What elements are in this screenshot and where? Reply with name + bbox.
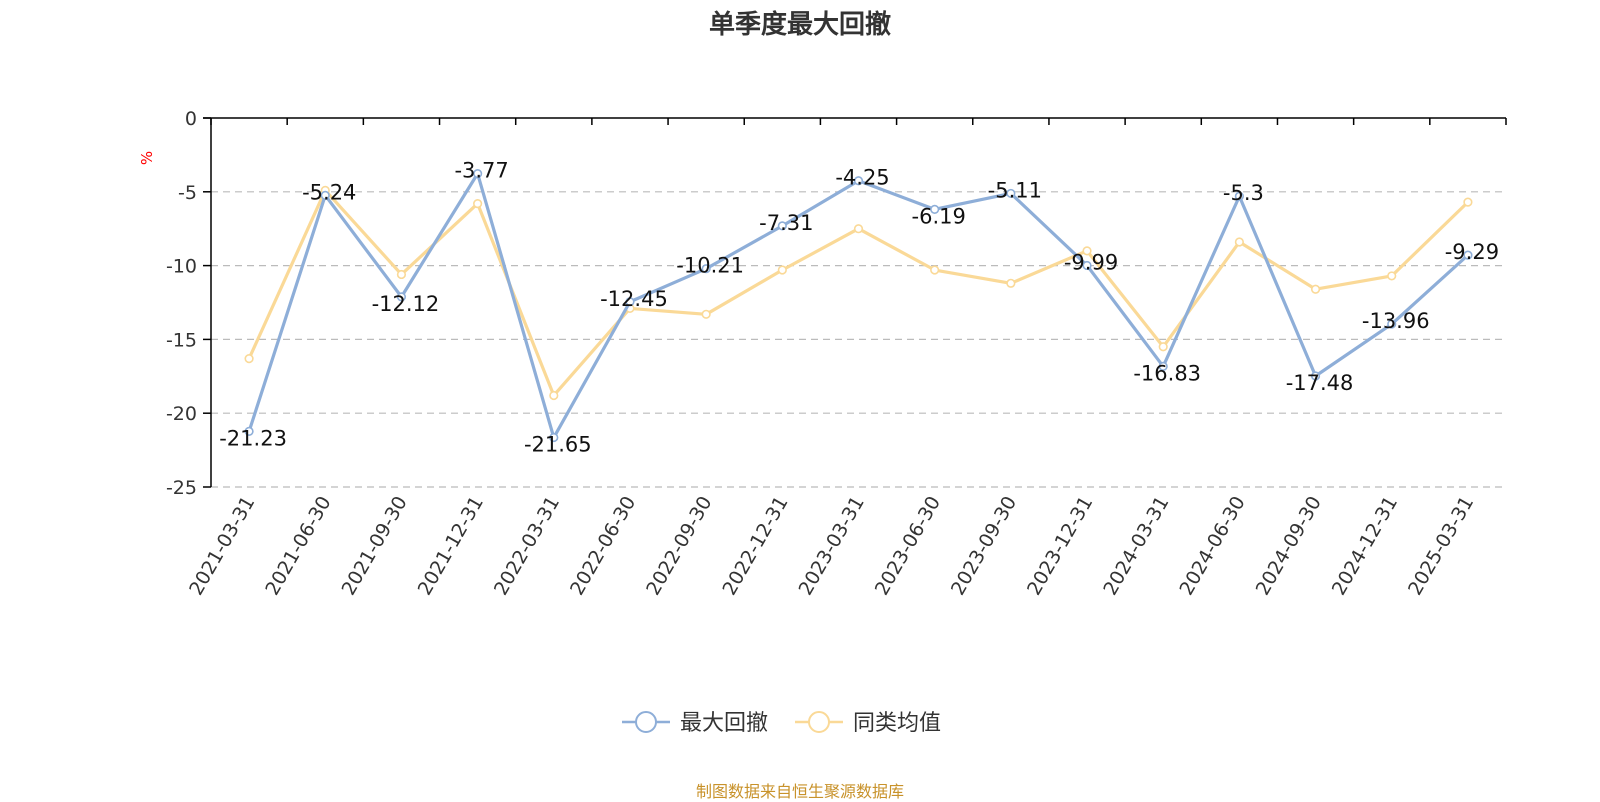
x-tick-label: 2022-12-31 — [718, 493, 792, 600]
data-label: -13.96 — [1362, 309, 1430, 333]
x-tick-label: 2022-06-30 — [566, 493, 640, 600]
data-point — [625, 297, 635, 307]
data-point — [549, 432, 559, 443]
data-point — [1006, 278, 1016, 288]
data-label: -12.12 — [372, 292, 440, 316]
chart-title: 单季度最大回撤 — [708, 10, 891, 40]
data-labels: -21.23 -5.24 -12.12 -3.77 -21.65 -12.45 -10.21… — [219, 159, 1499, 457]
data-point — [1387, 319, 1397, 329]
data-point — [549, 390, 559, 401]
data-point — [1082, 260, 1092, 271]
data-label: -4.25 — [835, 166, 889, 190]
x-tick-label: 2023-12-31 — [1023, 493, 1097, 600]
data-point — [1158, 342, 1168, 352]
data-label: -21.23 — [219, 426, 287, 450]
data-label: -17.48 — [1286, 371, 1354, 395]
x-tick-label: 2024-09-30 — [1252, 493, 1326, 600]
y-axis-label: % — [138, 151, 156, 165]
legend-item-1[interactable]: 最大回撤 — [622, 711, 768, 736]
y-tick-label: -5 — [178, 182, 197, 204]
data-label: -21.65 — [524, 433, 592, 457]
data-point — [1158, 361, 1168, 372]
grid-lines — [211, 191, 1506, 488]
data-label: -5.24 — [302, 180, 356, 204]
data-point — [1234, 191, 1244, 201]
x-tick-label: 2024-03-31 — [1099, 493, 1173, 600]
x-tick-label: 2024-06-30 — [1175, 493, 1249, 600]
legend-marker — [635, 711, 657, 733]
source-note: 制图数据来自恒生聚源数据库 — [695, 782, 904, 801]
y-tick-label: -25 — [166, 477, 197, 499]
data-point — [473, 169, 483, 179]
x-tick-label: 2021-06-30 — [261, 493, 335, 600]
data-point — [320, 190, 330, 200]
data-point — [244, 426, 254, 436]
data-label: -7.31 — [759, 211, 813, 235]
x-tick-label: 2021-09-30 — [338, 493, 412, 600]
data-label: -10.21 — [676, 254, 744, 278]
data-label: -5.11 — [988, 178, 1042, 202]
x-tick-label: 2021-12-31 — [414, 493, 488, 600]
data-label: -3.77 — [454, 159, 508, 183]
x-tick-label: 2025-03-31 — [1404, 493, 1478, 600]
data-point — [1310, 371, 1321, 381]
data-point — [1006, 188, 1016, 199]
data-point — [701, 309, 711, 319]
data-point — [244, 353, 254, 364]
data-label: -6.19 — [912, 204, 966, 228]
legend-label: 最大回撤 — [680, 711, 768, 736]
legend[interactable]: 最大回撤 同类均值 — [622, 711, 941, 736]
x-tick-label: 2023-03-31 — [795, 493, 869, 600]
data-point — [777, 265, 787, 275]
y-tick-label: 0 — [185, 108, 197, 130]
data-point — [1463, 197, 1473, 207]
data-point — [930, 265, 940, 275]
legend-marker — [808, 711, 830, 733]
x-tick-label: 2022-03-31 — [490, 493, 564, 600]
data-point — [1082, 246, 1092, 256]
x-tick-label: 2024-12-31 — [1328, 493, 1402, 600]
data-point — [1234, 237, 1244, 247]
data-label: -9.99 — [1064, 250, 1118, 274]
data-point — [473, 199, 483, 209]
x-tick-label: 2023-06-30 — [871, 493, 945, 600]
series-group — [244, 169, 1473, 443]
data-label: -9.29 — [1445, 240, 1499, 264]
y-tick-label: -15 — [166, 329, 197, 351]
data-point — [777, 221, 787, 231]
data-point — [1387, 271, 1397, 281]
data-label: -16.83 — [1133, 361, 1201, 385]
data-point — [701, 264, 711, 274]
data-point — [396, 269, 407, 280]
legend-item-2[interactable]: 同类均值 — [795, 711, 941, 736]
y-tick-label: -20 — [166, 403, 197, 425]
data-point — [396, 292, 407, 302]
y-tick-label: -10 — [166, 256, 197, 278]
legend-label: 同类均值 — [853, 711, 941, 736]
x-tick-label: 2021-03-31 — [185, 493, 259, 600]
data-label: -12.45 — [600, 287, 668, 311]
data-point — [1463, 250, 1473, 260]
x-tick-label: 2023-09-30 — [947, 493, 1021, 600]
x-tick-label: 2022-09-30 — [642, 493, 716, 600]
data-label: -5.3 — [1223, 181, 1264, 205]
data-point — [930, 204, 940, 214]
data-point — [853, 224, 864, 234]
data-point — [853, 176, 864, 186]
data-point — [1310, 284, 1321, 294]
